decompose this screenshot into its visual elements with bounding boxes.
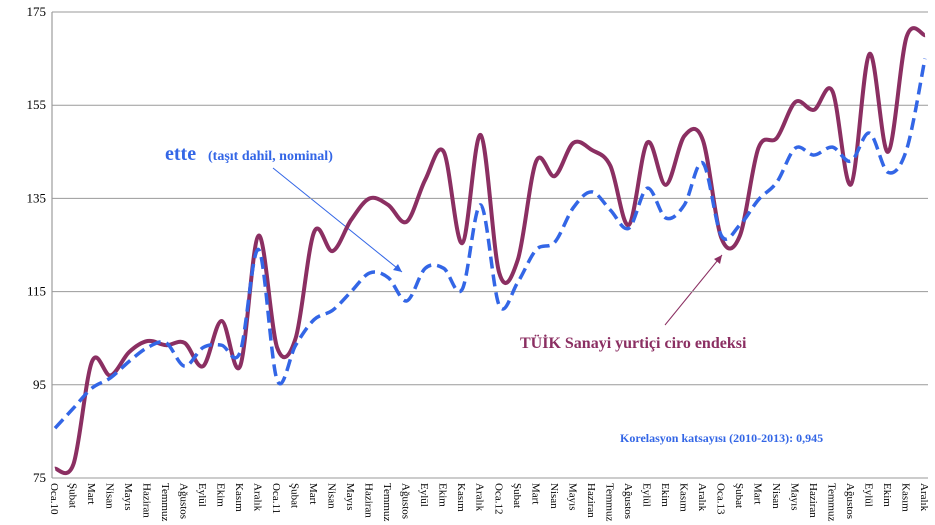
x-tick-label: Eylül bbox=[640, 483, 652, 507]
x-tick-label: Aralık bbox=[918, 483, 930, 512]
x-tick-label: Nisan bbox=[326, 483, 338, 509]
x-tick-label: Kasım bbox=[677, 483, 689, 512]
x-tick-label: Haziran bbox=[585, 483, 597, 518]
x-tick-label: Mayıs bbox=[566, 483, 578, 511]
annotation-arrow bbox=[272, 167, 403, 273]
x-tick-label: Oca.12 bbox=[492, 483, 504, 514]
x-tick-label: Temmuz bbox=[825, 483, 837, 521]
x-tick-label: Eylül bbox=[862, 483, 874, 507]
y-tick-label: 115 bbox=[27, 284, 46, 299]
x-tick-label: Kasım bbox=[455, 483, 467, 512]
x-tick-label: Temmuz bbox=[159, 483, 171, 521]
x-tick-label: Ekim bbox=[437, 483, 449, 507]
x-tick-label: Oca.10 bbox=[48, 483, 60, 515]
x-tick-label: Eylül bbox=[196, 483, 208, 507]
x-tick-label: Şubat bbox=[511, 483, 523, 508]
x-tick-label: Aralık bbox=[252, 483, 264, 512]
x-tick-label: Mayıs bbox=[344, 483, 356, 511]
x-tick-label: Aralık bbox=[696, 483, 708, 512]
series-line bbox=[53, 58, 927, 430]
series-label: ette bbox=[165, 143, 196, 165]
series-line bbox=[54, 26, 926, 476]
x-tick-label: Ekim bbox=[215, 483, 227, 507]
x-tick-label: Haziran bbox=[807, 483, 819, 518]
x-tick-label: Kasım bbox=[899, 483, 911, 512]
x-tick-label: Temmuz bbox=[603, 483, 615, 521]
x-tick-label: Aralık bbox=[474, 483, 486, 512]
x-tick-label: Mart bbox=[529, 483, 541, 504]
x-tick-label: Mart bbox=[751, 483, 763, 504]
y-tick-label: 75 bbox=[33, 470, 46, 485]
x-tick-label: Temmuz bbox=[381, 483, 393, 521]
x-tick-label: Mayıs bbox=[122, 483, 134, 511]
arrow-head bbox=[714, 255, 722, 264]
x-tick-label: Mart bbox=[307, 483, 319, 504]
x-tick-label: Nisan bbox=[548, 483, 560, 509]
annotation: Korelasyon katsayısı (2010-2013): 0,945 bbox=[620, 431, 823, 445]
x-tick-label: Ekim bbox=[659, 483, 671, 507]
annotation: (taşıt dahil, nominal) bbox=[208, 149, 333, 164]
y-tick-label: 175 bbox=[27, 4, 47, 19]
x-tick-label: Nisan bbox=[770, 483, 782, 509]
x-tick-label: Haziran bbox=[141, 483, 153, 518]
x-tick-label: Mart bbox=[85, 483, 97, 504]
x-tick-label: Mayıs bbox=[788, 483, 800, 511]
x-tick-label: Şubat bbox=[733, 483, 745, 508]
x-tick-label: Eylül bbox=[418, 483, 430, 507]
y-tick-label: 155 bbox=[27, 97, 47, 112]
x-tick-label: Kasım bbox=[233, 483, 245, 512]
x-tick-label: Haziran bbox=[363, 483, 375, 518]
x-tick-label: Şubat bbox=[67, 483, 79, 508]
x-tick-label: Oca.11 bbox=[270, 483, 282, 514]
x-tick-label: Ağustos bbox=[622, 483, 634, 519]
y-tick-label: 135 bbox=[27, 190, 47, 205]
x-tick-label: Ağustos bbox=[844, 483, 856, 519]
x-tick-label: Ekim bbox=[881, 483, 893, 507]
x-tick-label: Oca.13 bbox=[714, 483, 726, 515]
x-tick-label: Ağustos bbox=[400, 483, 412, 519]
arrow-head bbox=[393, 264, 402, 272]
annotation-arrow bbox=[664, 254, 723, 326]
x-tick-label: Ağustos bbox=[178, 483, 190, 519]
x-tick-label: Nisan bbox=[104, 483, 116, 509]
x-tick-label: Şubat bbox=[289, 483, 301, 508]
series-label: TÜİK Sanayi yurtiçi ciro endeksi bbox=[520, 333, 747, 352]
y-tick-label: 95 bbox=[33, 377, 46, 392]
